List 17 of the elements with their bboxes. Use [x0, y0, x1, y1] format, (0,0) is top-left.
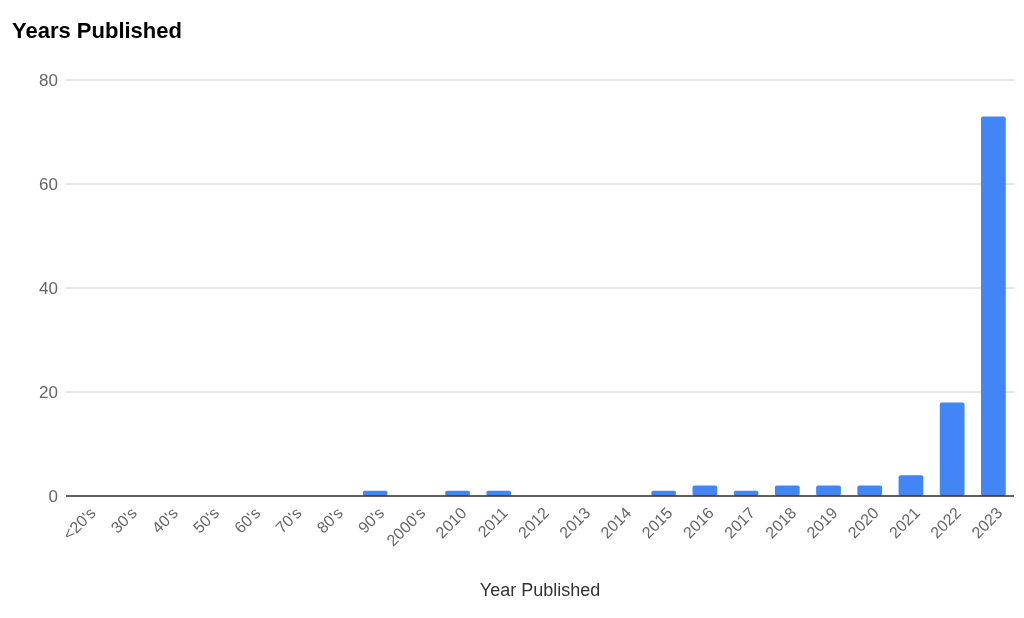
bar [939, 402, 965, 496]
x-axis-title: Year Published [479, 580, 601, 600]
x-tick-label: 40's [148, 504, 182, 537]
x-tick-label: 80's [313, 504, 346, 537]
y-tick-label: 0 [48, 486, 58, 506]
bar [981, 116, 1006, 496]
y-tick-label: 80 [39, 70, 58, 90]
x-tick-label: 60's [231, 504, 264, 537]
x-tick-label: 90's [354, 504, 388, 537]
y-tick-label: 20 [39, 382, 58, 402]
y-tick-label: 40 [39, 278, 58, 298]
y-tick-label: 60 [39, 174, 58, 194]
bar [898, 475, 924, 496]
chart-title: Years Published [12, 18, 182, 43]
x-tick-label: 30's [107, 504, 140, 537]
x-tick-label: 50's [189, 504, 223, 537]
x-tick-label: 70's [272, 504, 305, 537]
